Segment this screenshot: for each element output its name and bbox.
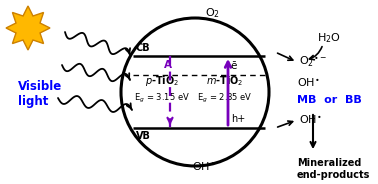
Text: CB: CB <box>136 43 150 53</box>
Text: Mineralized
end-products: Mineralized end-products <box>297 158 370 180</box>
Text: OH$^{\bullet}$: OH$^{\bullet}$ <box>297 77 320 89</box>
Text: E$_g$ = 2.85 eV: E$_g$ = 2.85 eV <box>197 92 253 105</box>
Circle shape <box>121 18 269 166</box>
Text: ē: ē <box>230 61 236 71</box>
Text: OH$^{\bullet}$: OH$^{\bullet}$ <box>299 114 322 126</box>
Text: O$_2$: O$_2$ <box>206 6 220 20</box>
Text: VB: VB <box>136 131 151 141</box>
Text: $m$-TiO$_2$: $m$-TiO$_2$ <box>206 74 244 88</box>
Text: OH$^-$: OH$^-$ <box>192 160 218 172</box>
Text: MB  or  BB: MB or BB <box>297 95 362 105</box>
Text: $p$-TiO$_2$: $p$-TiO$_2$ <box>145 74 179 88</box>
Text: H$_2$O: H$_2$O <box>317 31 341 45</box>
Text: h+: h+ <box>231 114 245 124</box>
Text: A: A <box>164 60 172 70</box>
Polygon shape <box>6 6 50 50</box>
Text: O$_2$$^{\bullet-}$: O$_2$$^{\bullet-}$ <box>299 55 327 69</box>
Text: Visible
light: Visible light <box>18 80 62 109</box>
Text: E$_g$ = 3.15 eV: E$_g$ = 3.15 eV <box>134 92 190 105</box>
